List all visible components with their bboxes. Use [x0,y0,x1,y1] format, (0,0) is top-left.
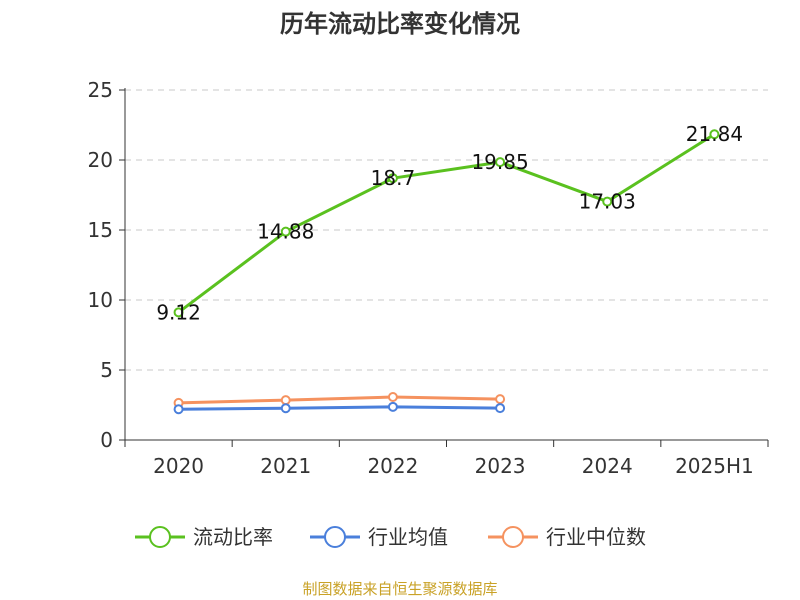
y-axis: 0 5 10 15 20 25 [88,78,126,452]
data-point [387,392,398,403]
data-label: 18.7 [371,166,416,190]
data-point [495,157,506,168]
grid-lines [125,89,768,371]
legend-label: 行业均值 [368,525,448,549]
y-tick-label: 10 [88,288,113,312]
data-point [280,395,291,406]
y-tick-label: 25 [88,78,113,102]
y-tick-label: 0 [100,428,113,452]
x-tick-label: 2023 [475,454,526,478]
legend-item[interactable]: 流动比率 [135,525,273,549]
source-note: 制图数据来自恒生聚源数据库 [302,580,497,598]
data-point [280,403,291,414]
x-tick-label: 2025H1 [675,454,754,478]
y-tick-label: 5 [100,358,113,382]
series-line [178,405,501,411]
y-tick-label: 15 [88,218,113,242]
data-point [602,196,613,207]
x-tick-label: 2020 [153,454,204,478]
data-point [173,404,184,415]
data-point [495,394,506,405]
data-label: 17.03 [579,190,636,214]
data-label: 19.85 [471,150,528,174]
data-label: 9.12 [156,300,201,324]
x-tick-label: 2022 [367,454,418,478]
legend-item[interactable]: 行业中位数 [488,525,646,549]
legend-label: 流动比率 [193,525,273,549]
data-point [387,401,398,412]
legend-marker [324,526,346,548]
data-label: 14.88 [257,220,314,244]
series-lines [173,129,720,415]
x-tick-label: 2024 [582,454,633,478]
legend-marker [149,526,171,548]
data-point [495,403,506,414]
legend-marker [502,526,524,548]
legend-label: 行业中位数 [546,525,646,549]
series-line [177,132,716,314]
x-axis: 2020 2021 2022 2023 2024 2025H1 [124,439,769,478]
data-label: 21.84 [686,122,743,146]
y-tick-label: 20 [88,148,113,172]
legend-item[interactable]: 行业均值 [310,525,448,549]
legend: 流动比率 行业均值 行业中位数 [135,525,646,549]
data-point [280,226,291,237]
data-point [387,173,398,184]
x-tick-label: 2021 [260,454,311,478]
series-line [178,395,501,405]
data-point [173,307,184,318]
chart-title: 历年流动比率变化情况 [280,10,520,38]
data-labels: 9.12 14.88 18.7 19.85 17.03 21.84 [156,122,743,324]
data-point [709,129,720,140]
